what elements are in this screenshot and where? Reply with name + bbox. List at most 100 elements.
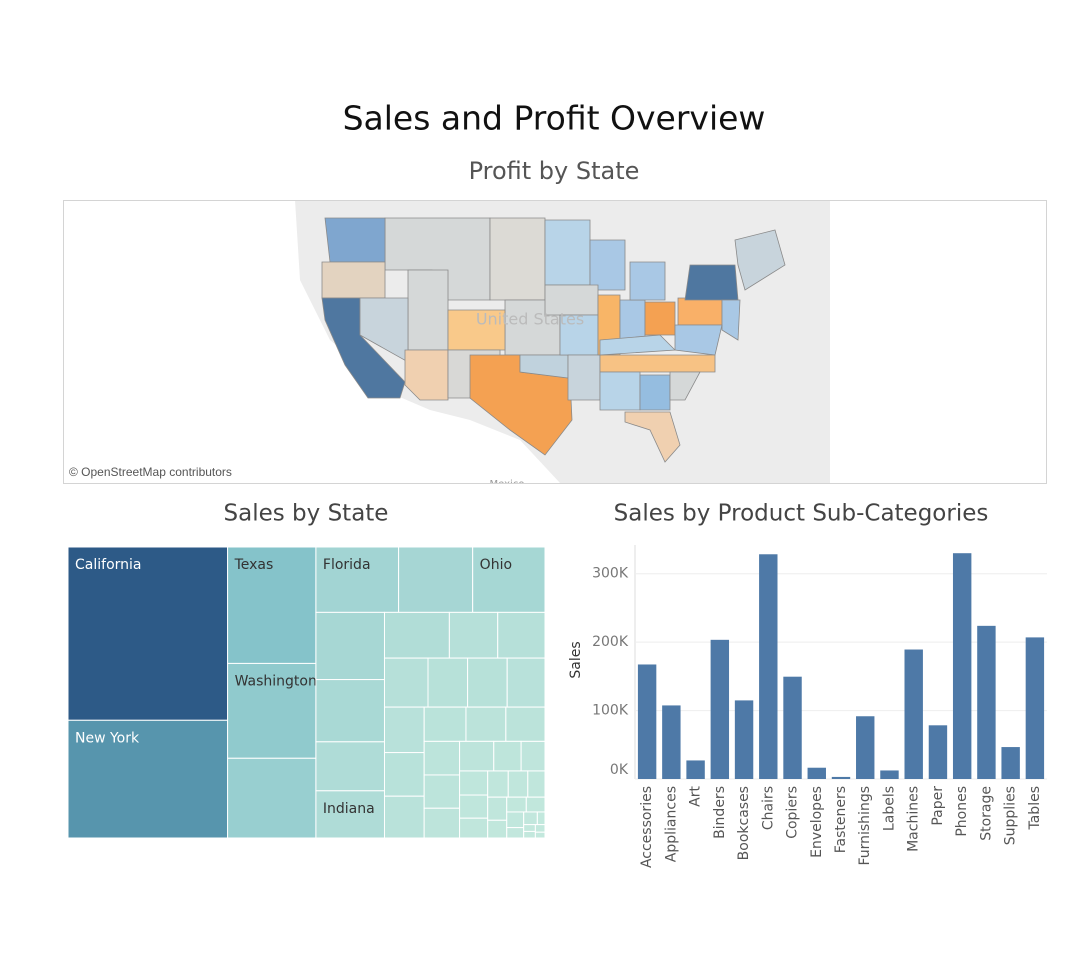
- treemap-cell: [448, 611, 499, 659]
- treemap-label: California: [75, 557, 141, 573]
- treemap-cell: [227, 546, 317, 664]
- bar: [880, 770, 899, 779]
- treemap-cell: [459, 817, 489, 839]
- x-tick-label: Envelopes: [809, 786, 825, 858]
- state: [321, 261, 386, 299]
- treemap-cell: [423, 807, 461, 839]
- bar: [856, 716, 875, 779]
- bar: [831, 776, 851, 779]
- treemap-cell: [536, 811, 546, 826]
- bar: [904, 649, 923, 779]
- dashboard-title: Sales and Profit Overview: [343, 99, 766, 138]
- treemap-cell: [423, 774, 461, 809]
- x-tick-label: Appliances: [663, 786, 679, 862]
- state: [599, 354, 716, 373]
- bar: [686, 760, 705, 779]
- bar: [928, 725, 948, 779]
- treemap-cell: [487, 819, 508, 839]
- state: [589, 239, 626, 291]
- treemap-cell: [383, 706, 425, 754]
- treemap-cell: [423, 706, 467, 742]
- state: [684, 264, 739, 301]
- y-tick-label: 0K: [610, 762, 629, 778]
- bar: [783, 676, 802, 779]
- x-tick-label: Phones: [954, 786, 970, 837]
- treemap-label: Texas: [234, 557, 274, 573]
- chart-title: Sales by Product Sub-Categories: [614, 501, 989, 527]
- treemap-cell: [506, 811, 525, 829]
- treemap-label: New York: [75, 730, 140, 746]
- x-tick-label: Binders: [712, 786, 728, 839]
- treemap-label: Indiana: [323, 801, 375, 817]
- map: [295, 201, 830, 483]
- treemap-cell: [465, 706, 507, 742]
- treemap-cell: [505, 706, 546, 742]
- x-tick-label: Copiers: [785, 786, 801, 839]
- treemap-cell: [523, 811, 538, 826]
- y-tick-label: 100K: [592, 703, 629, 719]
- treemap-cell: [472, 546, 546, 613]
- state: [407, 269, 449, 351]
- state: [639, 374, 671, 411]
- x-tick-label: Machines: [906, 786, 922, 852]
- state: [734, 229, 786, 291]
- x-tick-label: Bookcases: [736, 786, 752, 860]
- x-tick-label: Tables: [1027, 786, 1043, 831]
- treemap-cell: [520, 740, 546, 772]
- map-label: Mexico: [490, 479, 525, 490]
- state: [489, 217, 546, 301]
- state: [677, 297, 723, 326]
- treemap-cell: [383, 752, 425, 797]
- treemap-cell: [67, 719, 229, 839]
- state: [669, 371, 701, 401]
- y-tick-label: 300K: [592, 566, 629, 582]
- treemap-cell: [534, 831, 546, 839]
- treemap-cell: [315, 679, 385, 743]
- state: [567, 354, 601, 401]
- treemap-cell: [315, 741, 385, 792]
- y-tick-label: 200K: [592, 634, 629, 650]
- treemap-cell: [506, 796, 527, 813]
- treemap-cell: [527, 770, 546, 798]
- treemap-cell: [459, 740, 495, 772]
- bar: [662, 705, 681, 779]
- treemap-label: Washington: [235, 673, 317, 689]
- bar: [977, 625, 996, 779]
- treemap-cell: [383, 795, 425, 839]
- y-axis-label: Sales: [568, 641, 584, 678]
- treemap-cell: [534, 824, 546, 833]
- treemap-cell: [227, 757, 317, 839]
- treemap-cell: [383, 657, 429, 708]
- bar: [1001, 747, 1020, 779]
- x-tick-label: Fasteners: [833, 786, 849, 853]
- treemap-cell: [423, 740, 461, 776]
- state: [324, 217, 386, 263]
- x-tick-label: Accessories: [639, 786, 655, 868]
- x-tick-label: Furnishings: [857, 786, 873, 866]
- state: [624, 411, 681, 463]
- treemap-cell: [493, 740, 522, 772]
- bar: [807, 767, 826, 779]
- treemap-cell: [315, 790, 385, 839]
- bar: [710, 639, 730, 779]
- treemap-cell: [427, 657, 469, 708]
- treemap-cell: [459, 770, 489, 796]
- x-tick-label: Art: [688, 785, 704, 806]
- treemap-cell: [525, 796, 546, 813]
- map-title: Profit by State: [469, 157, 640, 185]
- bar: [759, 554, 778, 779]
- state: [599, 334, 676, 356]
- x-tick-label: Paper: [930, 786, 946, 826]
- x-tick-label: Storage: [978, 786, 994, 841]
- treemap-cell: [487, 796, 508, 821]
- treemap-cell: [315, 546, 400, 613]
- x-tick-label: Chairs: [760, 786, 776, 830]
- treemap-cell: [523, 824, 536, 832]
- chart-title: Sales by State: [224, 501, 389, 527]
- state: [544, 219, 591, 286]
- state: [644, 301, 676, 336]
- x-tick-label: Supplies: [1003, 786, 1019, 845]
- treemap-cell: [398, 546, 474, 613]
- treemap-cell: [459, 794, 489, 819]
